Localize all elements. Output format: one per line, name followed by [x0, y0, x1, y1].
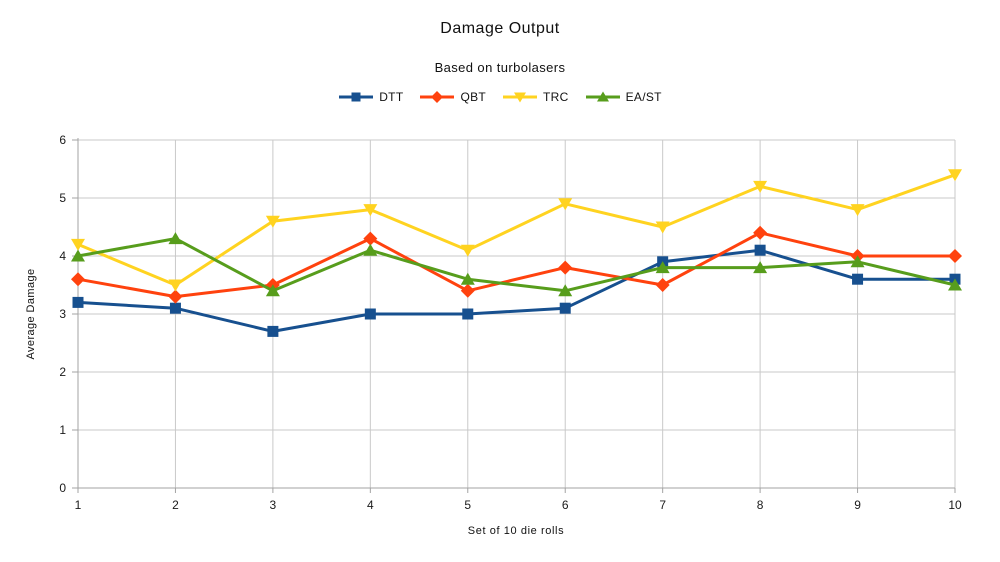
series-line-EA/ST — [76, 237, 957, 293]
marker — [265, 284, 280, 297]
series-line-TRC — [76, 173, 957, 287]
x-axis-title: Set of 10 die rolls — [467, 525, 565, 537]
marker — [431, 91, 444, 103]
marker — [596, 91, 609, 102]
x-tick-label: 10 — [948, 498, 962, 512]
marker — [753, 261, 768, 274]
marker — [558, 260, 573, 275]
chart-title: Damage Output — [440, 20, 560, 37]
marker — [168, 232, 183, 245]
marker — [168, 279, 183, 292]
marker — [558, 198, 573, 211]
marker — [168, 289, 183, 304]
marker — [267, 325, 279, 337]
y-tick-label: 6 — [59, 133, 66, 147]
square-icon — [339, 92, 374, 102]
marker — [460, 283, 475, 298]
legend-item-TRC: TRC — [502, 90, 569, 104]
marker — [265, 215, 280, 228]
triangle-down-icon — [503, 92, 538, 103]
marker — [655, 261, 670, 274]
marker — [850, 204, 865, 217]
x-tick-label: 4 — [367, 498, 374, 512]
legend-item-EA/ST: EA/ST — [585, 90, 662, 104]
marker — [460, 272, 475, 285]
chart-subtitle: Based on turbolasers — [434, 60, 566, 75]
y-tick-label: 0 — [59, 481, 66, 495]
marker — [169, 302, 181, 314]
marker — [351, 92, 361, 102]
marker — [72, 296, 84, 308]
y-tick-label: 1 — [59, 423, 66, 437]
marker — [363, 231, 378, 246]
x-tick-label: 9 — [854, 498, 861, 512]
marker — [948, 249, 962, 263]
diamond-icon — [420, 91, 455, 103]
marker — [364, 308, 376, 320]
marker — [559, 302, 571, 314]
marker — [948, 169, 962, 182]
marker — [753, 180, 768, 193]
x-tick-label: 3 — [270, 498, 277, 512]
marker — [363, 204, 378, 217]
x-tick-label: 1 — [75, 498, 82, 512]
marker — [71, 249, 85, 262]
legend-item-QBT: QBT — [419, 90, 486, 104]
y-tick-label: 4 — [59, 249, 66, 263]
marker — [753, 225, 768, 240]
marker — [558, 284, 573, 297]
legend-label: TRC — [543, 90, 569, 104]
x-tick-label: 6 — [562, 498, 569, 512]
marker — [462, 308, 474, 320]
marker — [460, 244, 475, 257]
series-line-QBT — [76, 231, 957, 299]
marker — [71, 238, 85, 251]
legend-label: QBT — [460, 90, 487, 104]
x-tick-label: 5 — [464, 498, 471, 512]
legend-label: DTT — [379, 90, 404, 104]
triangle-up-icon — [585, 91, 620, 102]
y-tick-label: 3 — [59, 307, 66, 321]
marker — [754, 244, 766, 256]
y-tick-label: 5 — [59, 191, 66, 205]
x-tick-label: 7 — [659, 498, 666, 512]
x-tick-label: 8 — [757, 498, 764, 512]
marker — [948, 278, 962, 291]
legend-item-DTT: DTT — [338, 90, 403, 104]
marker — [514, 92, 527, 103]
marker — [363, 243, 378, 256]
x-tick-label: 2 — [172, 498, 179, 512]
legend-label: EA/ST — [625, 90, 662, 104]
marker — [852, 273, 864, 285]
marker — [71, 272, 85, 287]
legend: DTT QBT TRC EA/ST — [0, 88, 1000, 106]
y-tick-label: 2 — [59, 365, 66, 379]
marker — [655, 278, 670, 292]
marker — [850, 255, 865, 268]
marker — [655, 221, 670, 234]
